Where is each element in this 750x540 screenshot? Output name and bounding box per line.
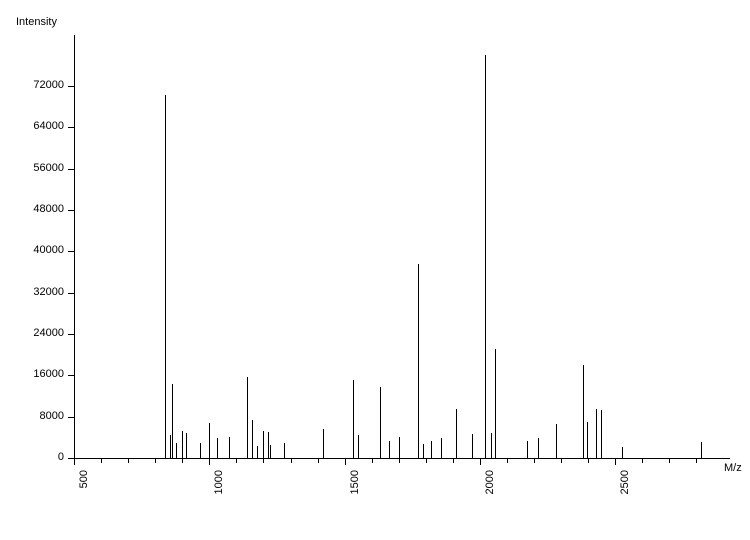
x-tick-minor: [399, 459, 400, 463]
x-tick-label: 1500: [349, 470, 361, 520]
x-tick-minor: [507, 459, 508, 463]
spectrum-peak: [389, 441, 390, 458]
x-tick-major: [345, 459, 346, 465]
spectrum-peak: [622, 447, 623, 458]
spectrum-peak: [556, 424, 557, 458]
spectrum-peak: [270, 445, 271, 458]
x-tick-minor: [372, 459, 373, 463]
spectrum-peak: [538, 438, 539, 458]
x-tick-label: 1000: [213, 470, 225, 520]
spectrum-peak: [485, 55, 486, 458]
spectrum-peak: [186, 433, 187, 458]
y-tick: [68, 210, 74, 211]
y-tick-label: 32000: [0, 286, 64, 298]
y-tick: [68, 375, 74, 376]
spectrum-peak: [441, 438, 442, 458]
y-tick: [68, 127, 74, 128]
spectrum-peak: [182, 431, 183, 458]
y-tick-label: 8000: [0, 410, 64, 422]
x-tick-minor: [318, 459, 319, 463]
spectrum-peak: [217, 438, 218, 458]
x-tick-minor: [182, 459, 183, 463]
spectrum-peak: [380, 387, 381, 458]
x-tick-minor: [669, 459, 670, 463]
y-tick-label: 16000: [0, 368, 64, 380]
spectrum-peak: [229, 437, 230, 458]
spectrum-peak: [587, 422, 588, 458]
x-tick-minor: [426, 459, 427, 463]
x-tick-minor: [263, 459, 264, 463]
x-axis-line: [74, 458, 730, 459]
spectrum-peak: [284, 443, 285, 459]
y-tick: [68, 293, 74, 294]
x-tick-minor: [291, 459, 292, 463]
x-tick-label: 2500: [619, 470, 631, 520]
spectrum-peak: [247, 377, 248, 458]
spectrum-peak: [491, 433, 492, 458]
y-tick: [68, 417, 74, 418]
x-tick-label: 2000: [484, 470, 496, 520]
x-tick-minor: [561, 459, 562, 463]
x-tick-label: 500: [78, 470, 90, 520]
x-tick-major: [480, 459, 481, 465]
spectrum-peak: [431, 441, 432, 458]
y-axis-line: [74, 35, 75, 459]
spectrum-peak: [527, 441, 528, 458]
y-tick-label: 48000: [0, 203, 64, 215]
y-tick-label: 24000: [0, 327, 64, 339]
y-tick-label: 64000: [0, 120, 64, 132]
spectrum-peak: [472, 434, 473, 458]
spectrum-peak: [165, 95, 166, 458]
spectrum-peak: [423, 444, 424, 458]
y-tick-label: 72000: [0, 79, 64, 91]
spectrum-peak: [323, 429, 324, 458]
x-tick-major: [615, 459, 616, 465]
x-tick-minor: [642, 459, 643, 463]
mass-spectrum-chart: Intensity M/z 0 8000 16000 24000 32000 40000 4…: [0, 0, 750, 540]
spectrum-peak: [170, 435, 171, 458]
spectrum-peak: [176, 443, 177, 459]
x-tick-minor: [453, 459, 454, 463]
x-axis-title: M/z: [724, 462, 742, 474]
x-tick-minor: [696, 459, 697, 463]
spectrum-peak: [596, 409, 597, 458]
spectrum-peak: [583, 365, 584, 458]
y-tick-label: 40000: [0, 244, 64, 256]
spectrum-peak: [399, 437, 400, 458]
spectrum-peak: [601, 410, 602, 458]
spectrum-peak: [172, 384, 173, 458]
y-tick-label: 56000: [0, 162, 64, 174]
spectrum-peak: [495, 349, 496, 458]
spectrum-peak: [263, 431, 264, 458]
spectrum-peak: [200, 443, 201, 459]
spectrum-peak: [353, 380, 354, 458]
spectrum-peak: [252, 420, 253, 458]
y-axis-title: Intensity: [16, 16, 57, 28]
x-tick-minor: [588, 459, 589, 463]
spectrum-peak: [701, 442, 702, 458]
spectrum-peak: [418, 264, 419, 458]
spectrum-peak: [257, 446, 258, 458]
y-tick: [68, 251, 74, 252]
x-tick-minor: [101, 459, 102, 463]
spectrum-peak: [209, 423, 210, 458]
x-tick-minor: [155, 459, 156, 463]
y-tick: [68, 334, 74, 335]
spectrum-peak: [456, 409, 457, 458]
spectrum-peak: [268, 432, 269, 458]
x-tick-minor: [128, 459, 129, 463]
y-tick: [68, 86, 74, 87]
x-tick-major: [74, 459, 75, 465]
y-tick-label: 0: [0, 451, 64, 463]
y-tick: [68, 169, 74, 170]
x-tick-major: [209, 459, 210, 465]
spectrum-peak: [358, 435, 359, 458]
x-tick-minor: [534, 459, 535, 463]
x-tick-minor: [236, 459, 237, 463]
